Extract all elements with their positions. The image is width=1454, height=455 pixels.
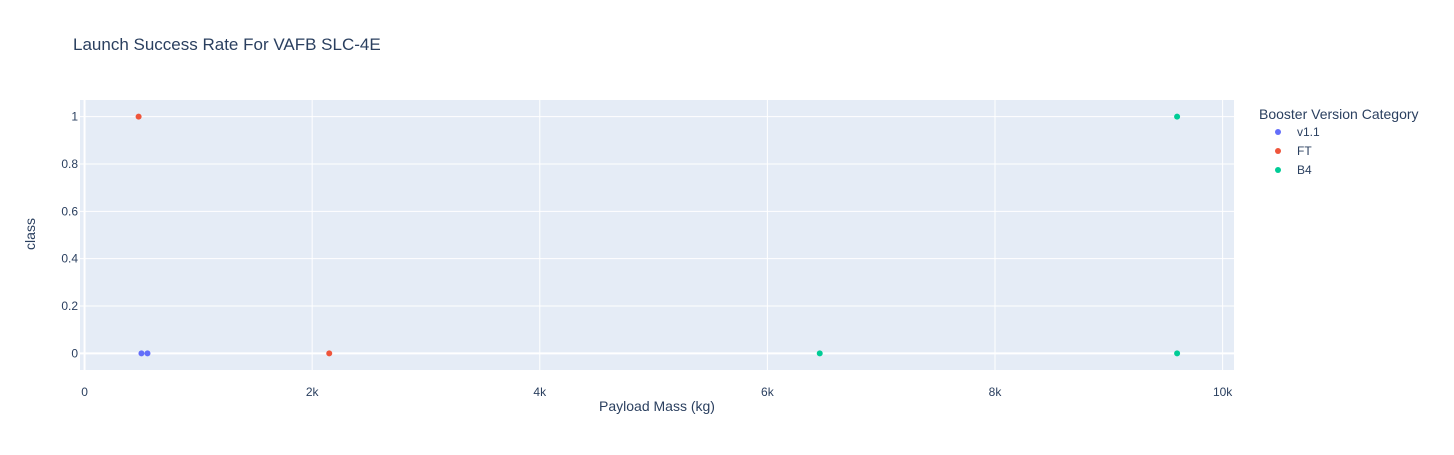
y-axis-ticks: 0 0.2 0.4 0.6 0.8 1 [61, 110, 78, 361]
legend-item-FT[interactable]: FT [1275, 144, 1312, 158]
y-tick-label: 0 [71, 346, 78, 360]
legend-label: v1.1 [1297, 125, 1320, 139]
x-tick-label: 6k [761, 385, 775, 399]
x-tick-label: 4k [533, 385, 547, 399]
data-point-B4[interactable] [1174, 350, 1181, 357]
y-tick-label: 0.6 [61, 204, 78, 218]
legend-marker [1275, 129, 1281, 135]
x-axis-ticks: 0 2k 4k 6k 8k 10k [81, 385, 1233, 399]
data-point-FT[interactable] [326, 350, 333, 357]
chart-title: Launch Success Rate For VAFB SLC-4E [73, 35, 381, 54]
legend-label: B4 [1297, 163, 1312, 177]
x-tick-label: 8k [989, 385, 1003, 399]
data-point-v1.1[interactable] [138, 350, 145, 357]
legend-marker [1275, 167, 1281, 173]
x-axis-title: Payload Mass (kg) [599, 398, 715, 414]
legend-items: v1.1 FT B4 [1275, 125, 1320, 177]
legend: Booster Version Category v1.1 FT B4 [1259, 106, 1419, 177]
y-tick-label: 0.4 [61, 252, 78, 266]
data-point-B4[interactable] [816, 350, 823, 357]
y-tick-label: 0.2 [61, 299, 78, 313]
y-axis-title: class [22, 218, 38, 250]
data-point-B4[interactable] [1174, 113, 1181, 120]
data-point-v1.1[interactable] [144, 350, 151, 357]
y-tick-label: 0.8 [61, 157, 78, 171]
legend-label: FT [1297, 144, 1312, 158]
data-points [135, 113, 1181, 357]
legend-item-v1.1[interactable]: v1.1 [1275, 125, 1320, 139]
plot-background [80, 100, 1234, 370]
legend-marker [1275, 148, 1281, 154]
x-tick-label: 2k [306, 385, 320, 399]
x-tick-label: 10k [1213, 385, 1233, 399]
data-point-FT[interactable] [135, 113, 142, 120]
x-tick-label: 0 [81, 385, 88, 399]
legend-item-B4[interactable]: B4 [1275, 163, 1312, 177]
grid-lines [80, 100, 1234, 370]
y-tick-label: 1 [71, 110, 78, 124]
legend-title: Booster Version Category [1259, 106, 1419, 122]
